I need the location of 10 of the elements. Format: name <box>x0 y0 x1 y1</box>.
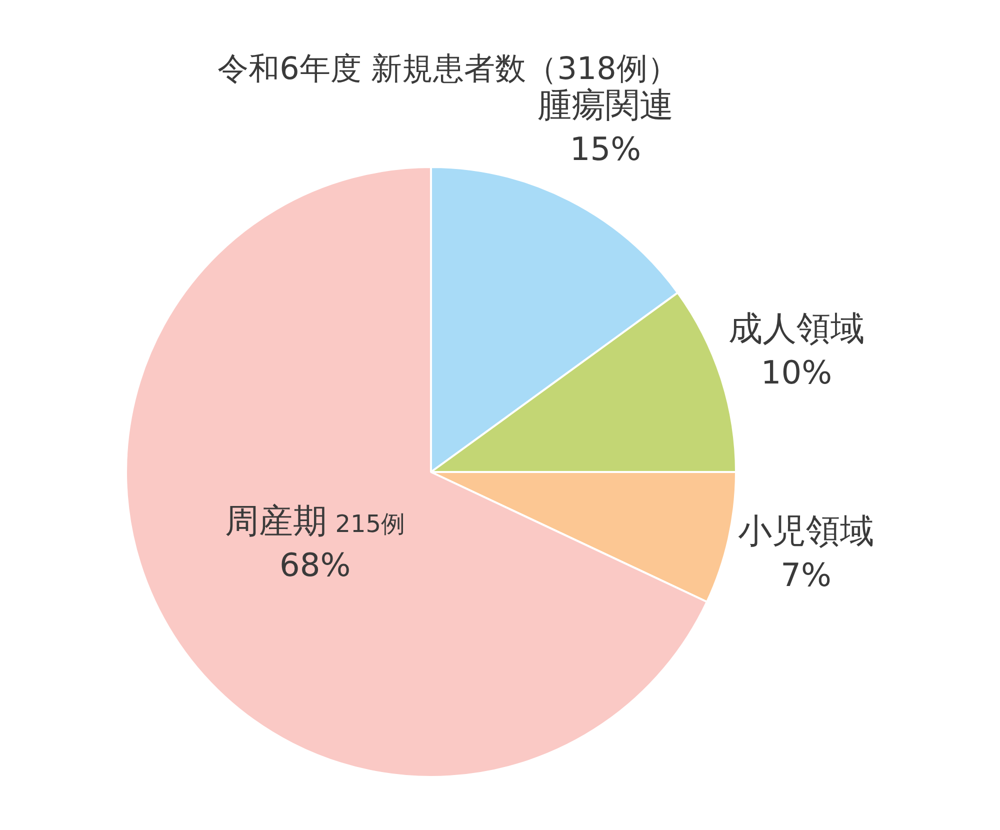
data-label: 7% <box>780 556 832 594</box>
data-label: 15% <box>570 130 642 168</box>
slice-label: 腫瘍関連 <box>537 85 674 126</box>
data-label: 68% <box>280 546 351 584</box>
slice-label: 周産期 <box>225 501 328 542</box>
data-label: 10% <box>760 354 832 392</box>
slice-label: 小児領域 <box>738 512 874 552</box>
text: 215例 <box>335 510 406 538</box>
chart-title: 令和6年度 新規患者数（318例） <box>216 50 680 88</box>
slice-label: 成人領域 <box>728 309 864 350</box>
